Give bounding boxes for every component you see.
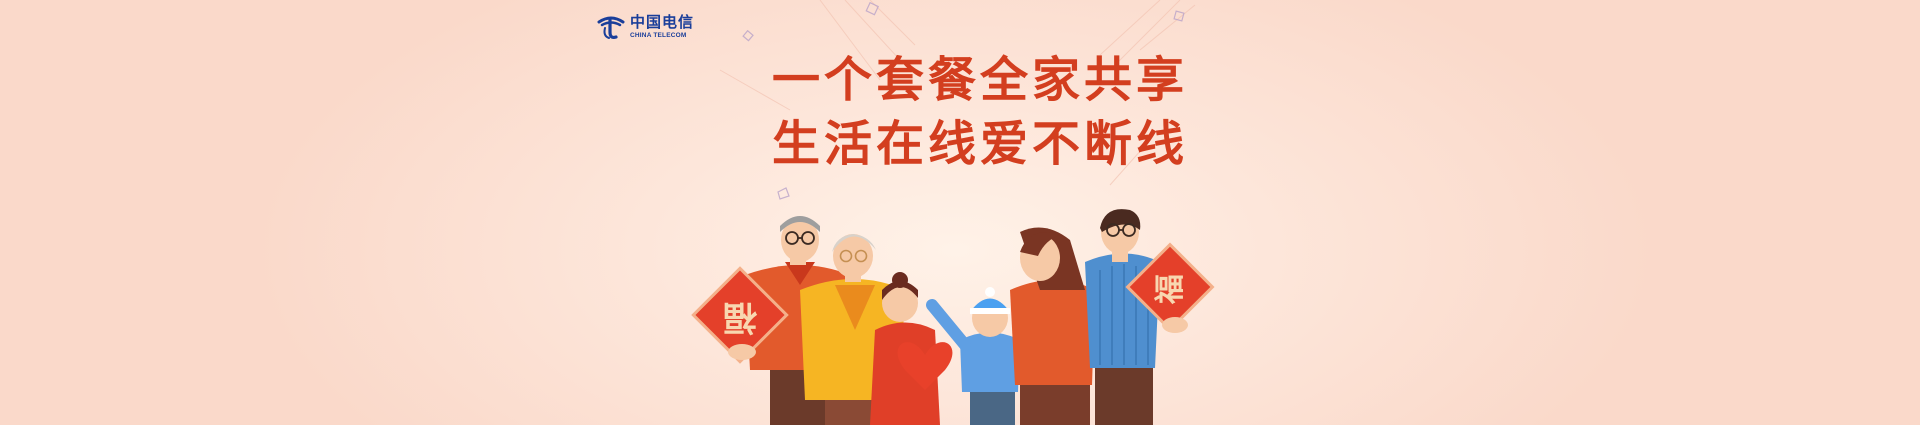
headline-line-1: 一个套餐全家共享 (771, 52, 1188, 108)
china-telecom-logo-icon (597, 16, 625, 40)
mother-figure (1010, 227, 1095, 425)
fu-sign-icon: 福 (723, 297, 758, 337)
father-figure (1085, 209, 1160, 425)
heart-icon (897, 342, 953, 390)
fu-sign-icon: 福 (1153, 274, 1188, 305)
girl-figure (870, 272, 953, 425)
fu-sign-right: 福 (1125, 242, 1215, 333)
logo-english-text: CHINA TELECOM (630, 31, 687, 39)
logo-chinese-text: 中国电信 (630, 12, 695, 31)
boy-figure (926, 287, 1051, 425)
china-telecom-logo[interactable]: 中国电信 CHINA TELECOM (596, 10, 696, 44)
headline-line-2: 生活在线爱不断线 (771, 116, 1188, 172)
fu-sign-left: 福 (691, 266, 789, 364)
headline: 一个套餐全家共享 生活在线爱不断线 (700, 48, 1260, 176)
